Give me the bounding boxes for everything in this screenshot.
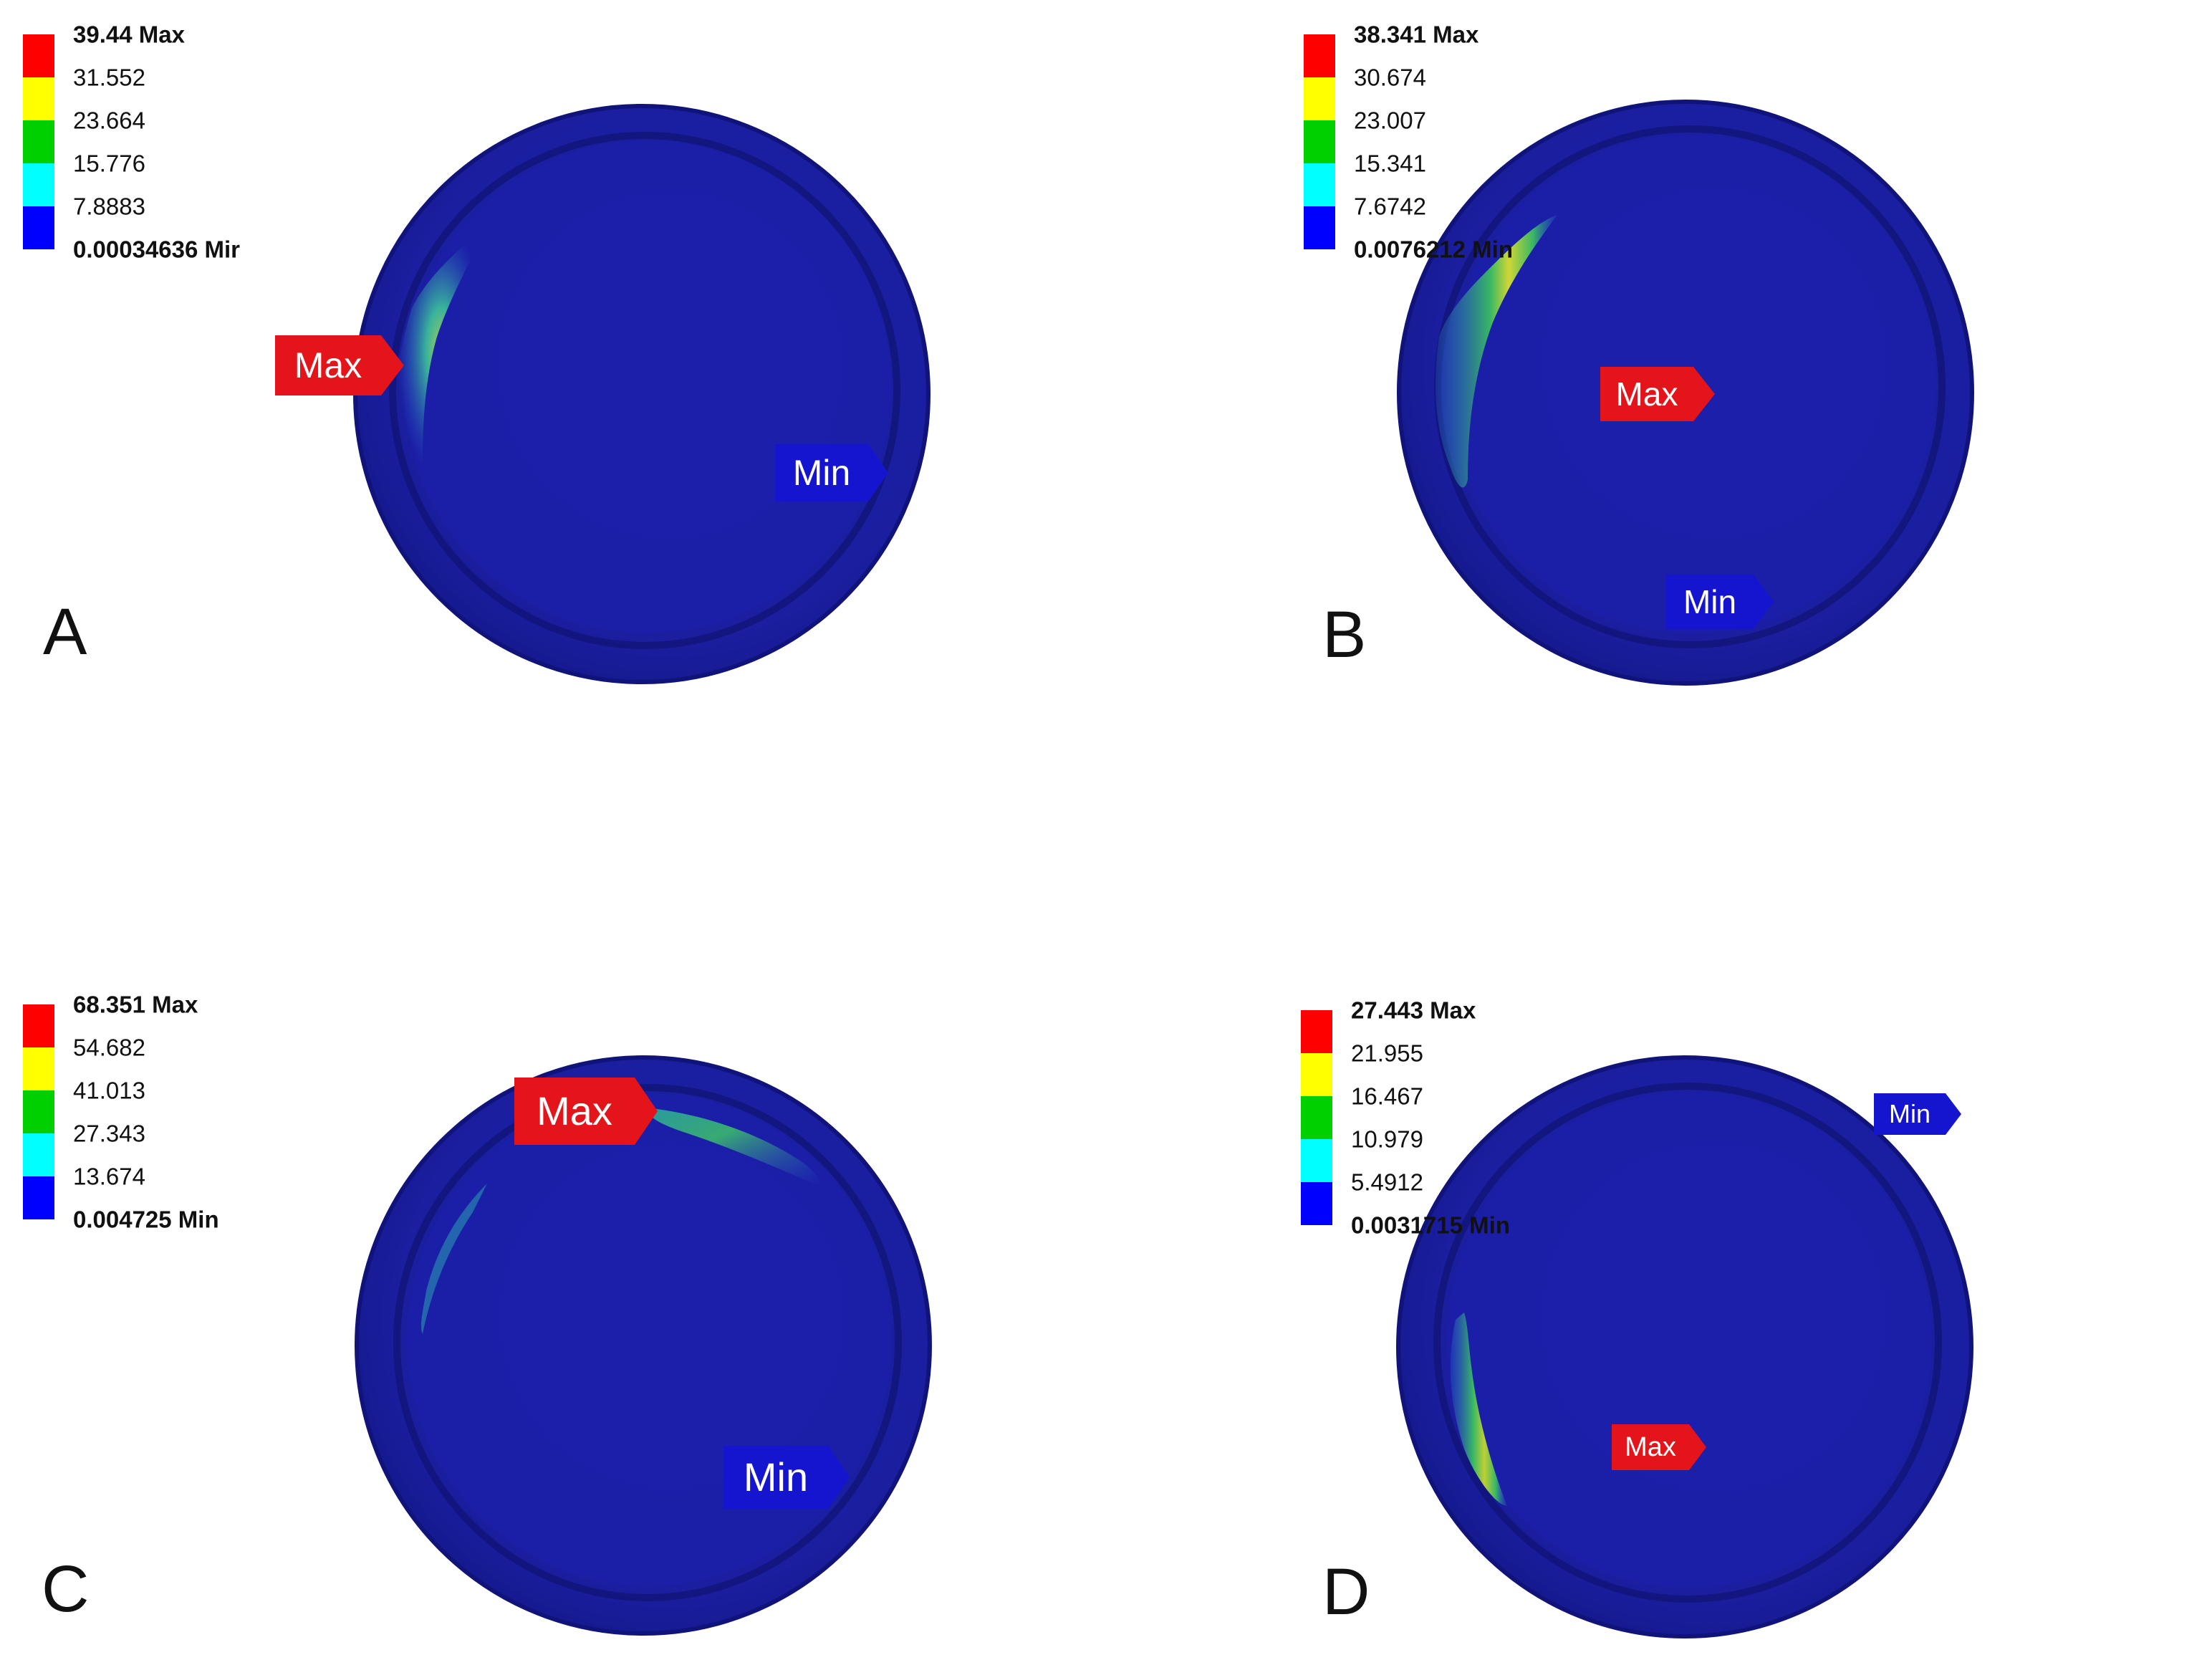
panel-d: 27.443 Max 21.955 16.467 10.979 5.4912 0… [1106, 832, 2212, 1665]
legend-band-yellow [23, 77, 54, 120]
min-probe: Min [1666, 575, 1774, 629]
min-probe-label: Min [792, 453, 851, 493]
panel-a: 39.44 Max 31.552 23.664 15.776 7.8883 0.… [0, 0, 1106, 832]
disk-rim-groove [389, 132, 900, 649]
legend-band-green [1301, 1096, 1332, 1139]
panel-c: 68.351 Max 54.682 41.013 27.343 13.674 0… [0, 832, 1106, 1665]
legend-tick: 5.4912 [1351, 1169, 1423, 1196]
stress-contour-disk [355, 1055, 932, 1636]
legend-band-green [23, 120, 54, 163]
legend-band-green [1304, 120, 1335, 163]
legend-tick: 27.343 [73, 1120, 145, 1147]
disk-rim-groove [1433, 1083, 1942, 1603]
legend-tick: 15.341 [1354, 150, 1426, 177]
legend-tick: 41.013 [73, 1077, 145, 1104]
panel-letter: A [43, 595, 87, 668]
legend-band-red [1304, 34, 1335, 77]
stress-hotspot [396, 226, 487, 478]
legend-max-value: 27.443 Max [1351, 997, 1476, 1024]
stress-hotspot [1450, 1313, 1507, 1506]
legend-band-green [23, 1090, 54, 1133]
legend-min-value: 0.0031715 Min [1351, 1211, 1510, 1239]
legend-band-yellow [1301, 1053, 1332, 1096]
panel-letter: C [42, 1553, 90, 1626]
legend-max-value: 38.341 Max [1354, 21, 1479, 48]
legend-band-blue [23, 1176, 54, 1219]
legend-tick: 23.007 [1354, 107, 1426, 134]
legend-tick: 10.979 [1351, 1126, 1423, 1153]
min-probe-label: Min [1683, 583, 1737, 620]
max-probe: Max [1600, 367, 1715, 421]
legend-tick: 21.955 [1351, 1040, 1423, 1067]
panel-b: 38.341 Max 30.674 23.007 15.341 7.6742 0… [1106, 0, 2212, 832]
stress-hotspot [645, 1108, 819, 1185]
stress-contour-disk [1396, 1055, 1973, 1638]
legend-band-cyan [23, 163, 54, 206]
max-probe-label: Max [537, 1088, 612, 1133]
legend-band-red [1301, 1010, 1332, 1053]
legend-max-value: 39.44 Max [73, 21, 185, 48]
legend-band-cyan [1301, 1139, 1332, 1182]
min-probe: Min [775, 444, 888, 502]
legend-band-cyan [23, 1133, 54, 1176]
legend-tick: 16.467 [1351, 1083, 1423, 1110]
max-probe: Max [514, 1078, 658, 1145]
legend-band-red [23, 1004, 54, 1047]
min-probe-label: Min [743, 1454, 809, 1500]
legend-min-value: 0.0076212 Min [1354, 236, 1513, 263]
max-probe-label: Max [1615, 375, 1678, 413]
legend-tick: 7.8883 [73, 193, 145, 220]
legend-max-value: 68.351 Max [73, 991, 198, 1018]
min-probe: Min [723, 1446, 850, 1509]
disk-rim-groove [393, 1084, 902, 1601]
legend-band-blue [1304, 206, 1335, 249]
legend-band-yellow [1304, 77, 1335, 120]
legend-tick: 7.6742 [1354, 193, 1426, 220]
legend-tick: 13.674 [73, 1163, 145, 1190]
legend-tick: 30.674 [1354, 64, 1426, 91]
legend-tick: 31.552 [73, 64, 145, 91]
panel-letter: D [1322, 1555, 1370, 1628]
max-probe: Max [1612, 1424, 1706, 1470]
max-probe-label: Max [294, 345, 362, 385]
min-probe: Min [1874, 1093, 1961, 1135]
max-probe: Max [275, 335, 404, 395]
legend-min-value: 0.004725 Min [73, 1206, 219, 1233]
legend-min-value: 0.00034636 Mir [73, 236, 241, 263]
legend-band-blue [23, 206, 54, 249]
legend-band-yellow [23, 1047, 54, 1090]
stress-contour-disk [353, 104, 931, 684]
panel-letter: B [1322, 598, 1367, 671]
legend-band-cyan [1304, 163, 1335, 206]
legend-tick: 15.776 [73, 150, 145, 177]
max-probe-label: Max [1625, 1432, 1676, 1462]
legend-band-red [23, 34, 54, 77]
legend-tick: 54.682 [73, 1034, 145, 1061]
legend-tick: 23.664 [73, 107, 145, 134]
legend-band-blue [1301, 1182, 1332, 1225]
stress-hotspot [1436, 215, 1557, 488]
min-probe-label: Min [1888, 1099, 1930, 1128]
